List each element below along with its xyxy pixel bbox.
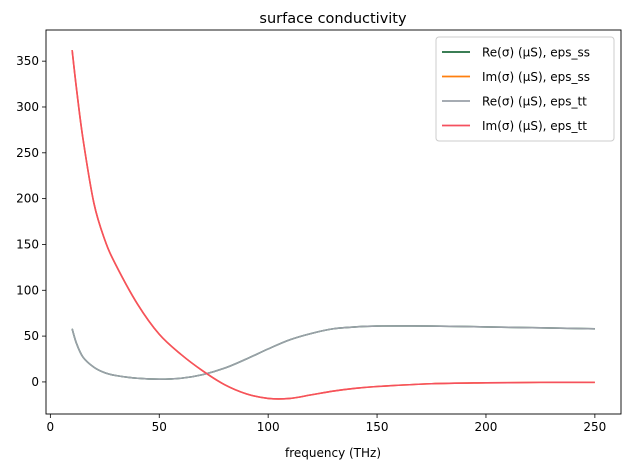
- x-tick-label: 0: [47, 420, 55, 434]
- plot-frame: [45, 29, 622, 415]
- legend-label: Re(σ) (μS), eps_ss: [482, 46, 590, 60]
- legend: Re(σ) (μS), eps_ss Im(σ) (μS), eps_ss Re(σ…: [435, 36, 615, 142]
- series-line-2: [71, 325, 595, 380]
- legend-box: [435, 36, 615, 142]
- legend-label: Re(σ) (μS), eps_tt: [482, 95, 587, 109]
- y-tick-label: 0: [31, 375, 39, 389]
- chart-title: surface conductivity: [259, 11, 407, 27]
- y-tick-label: 150: [16, 237, 39, 251]
- y-tick-label: 250: [16, 146, 39, 160]
- series-line-3: [71, 50, 595, 400]
- x-tick-label: 250: [583, 420, 606, 434]
- y-tick-label: 350: [16, 54, 39, 68]
- x-axis-label: frequency (THz): [285, 446, 381, 460]
- x-tick-label: 150: [366, 420, 389, 434]
- y-tick-label: 50: [24, 329, 39, 343]
- series-line-0: [71, 325, 595, 380]
- legend-label: Im(σ) (μS), eps_tt: [482, 119, 587, 133]
- y-tick-label: 300: [16, 100, 39, 114]
- y-tick-label: 100: [16, 283, 39, 297]
- legend-label: Im(σ) (μS), eps_ss: [482, 70, 590, 84]
- x-tick-label: 200: [475, 420, 498, 434]
- x-tick-label: 50: [152, 420, 167, 434]
- y-tick-label: 200: [16, 192, 39, 206]
- x-tick-label: 100: [257, 420, 280, 434]
